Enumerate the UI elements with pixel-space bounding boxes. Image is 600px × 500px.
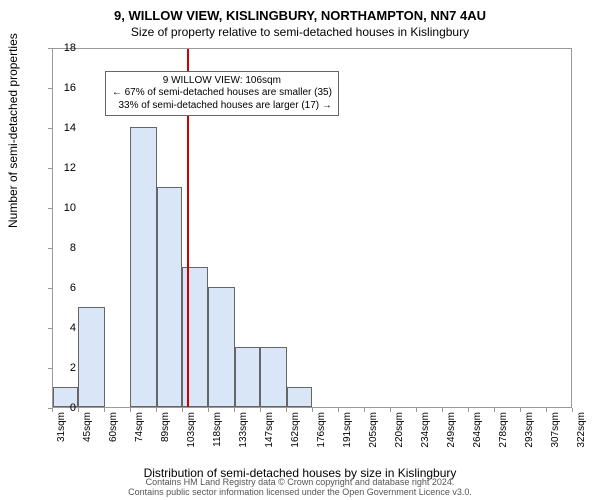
x-tick-label: 31sqm <box>56 412 67 442</box>
x-tick-label: 147sqm <box>264 412 275 448</box>
y-tick-mark <box>48 248 52 249</box>
x-tick-mark <box>52 408 53 412</box>
y-tick-mark <box>48 88 52 89</box>
x-tick-label: 74sqm <box>134 412 145 442</box>
histogram-bar <box>260 347 287 407</box>
annotation-box: 9 WILLOW VIEW: 106sqm← 67% of semi-detac… <box>105 71 339 117</box>
x-tick-label: 293sqm <box>524 412 535 448</box>
x-tick-mark <box>78 408 79 412</box>
y-tick-mark <box>48 368 52 369</box>
x-tick-label: 322sqm <box>576 412 587 448</box>
x-tick-mark <box>572 408 573 412</box>
x-tick-mark <box>260 408 261 412</box>
x-tick-mark <box>494 408 495 412</box>
x-tick-mark <box>546 408 547 412</box>
x-tick-mark <box>390 408 391 412</box>
histogram-bar <box>208 287 235 407</box>
x-tick-mark <box>338 408 339 412</box>
x-tick-label: 278sqm <box>498 412 509 448</box>
x-tick-label: 103sqm <box>186 412 197 448</box>
x-tick-label: 307sqm <box>550 412 561 448</box>
x-tick-mark <box>364 408 365 412</box>
y-tick-label: 4 <box>54 322 76 334</box>
y-tick-mark <box>48 168 52 169</box>
histogram-bar <box>157 187 182 407</box>
histogram-plot-area: 9 WILLOW VIEW: 106sqm← 67% of semi-detac… <box>52 48 572 408</box>
x-tick-label: 162sqm <box>290 412 301 448</box>
histogram-bar <box>287 387 312 407</box>
x-tick-mark <box>182 408 183 412</box>
y-tick-mark <box>48 328 52 329</box>
x-tick-label: 191sqm <box>342 412 353 448</box>
x-tick-mark <box>234 408 235 412</box>
x-tick-mark <box>312 408 313 412</box>
x-tick-mark <box>416 408 417 412</box>
x-tick-label: 60sqm <box>108 412 119 442</box>
y-tick-mark <box>48 208 52 209</box>
y-tick-label: 18 <box>54 42 76 54</box>
y-tick-mark <box>48 128 52 129</box>
y-tick-mark <box>48 288 52 289</box>
y-tick-label: 16 <box>54 82 76 94</box>
histogram-bar <box>78 307 105 407</box>
y-tick-label: 10 <box>54 202 76 214</box>
x-tick-mark <box>468 408 469 412</box>
histogram-bar <box>130 127 157 407</box>
y-tick-label: 2 <box>54 362 76 374</box>
x-tick-mark <box>442 408 443 412</box>
x-tick-mark <box>208 408 209 412</box>
x-tick-label: 234sqm <box>420 412 431 448</box>
y-tick-label: 8 <box>54 242 76 254</box>
annotation-line-3: 33% of semi-detached houses are larger (… <box>112 100 332 113</box>
license-line-1: Contains HM Land Registry data © Crown c… <box>146 477 455 487</box>
histogram-bar <box>235 347 260 407</box>
y-tick-label: 14 <box>54 122 76 134</box>
x-tick-label: 133sqm <box>238 412 249 448</box>
x-tick-label: 205sqm <box>368 412 379 448</box>
x-tick-label: 89sqm <box>160 412 171 442</box>
x-tick-label: 220sqm <box>394 412 405 448</box>
x-tick-label: 264sqm <box>472 412 483 448</box>
annotation-line-2: ← 67% of semi-detached houses are smalle… <box>112 87 332 100</box>
x-tick-label: 176sqm <box>316 412 327 448</box>
x-tick-mark <box>286 408 287 412</box>
x-tick-mark <box>130 408 131 412</box>
chart-title-main: 9, WILLOW VIEW, KISLINGBURY, NORTHAMPTON… <box>0 0 600 23</box>
license-line-2: Contains public sector information licen… <box>128 487 472 497</box>
histogram-bar <box>182 267 209 407</box>
chart-title-sub: Size of property relative to semi-detach… <box>0 23 600 39</box>
annotation-line-1: 9 WILLOW VIEW: 106sqm <box>112 75 332 88</box>
y-axis-label: Number of semi-detached properties <box>6 33 20 228</box>
y-tick-label: 6 <box>54 282 76 294</box>
license-text: Contains HM Land Registry data © Crown c… <box>0 478 600 498</box>
y-tick-label: 12 <box>54 162 76 174</box>
x-tick-mark <box>520 408 521 412</box>
x-tick-label: 45sqm <box>82 412 93 442</box>
x-tick-label: 118sqm <box>212 412 223 447</box>
y-tick-mark <box>48 48 52 49</box>
x-tick-mark <box>104 408 105 412</box>
x-tick-mark <box>156 408 157 412</box>
x-tick-label: 249sqm <box>446 412 457 448</box>
